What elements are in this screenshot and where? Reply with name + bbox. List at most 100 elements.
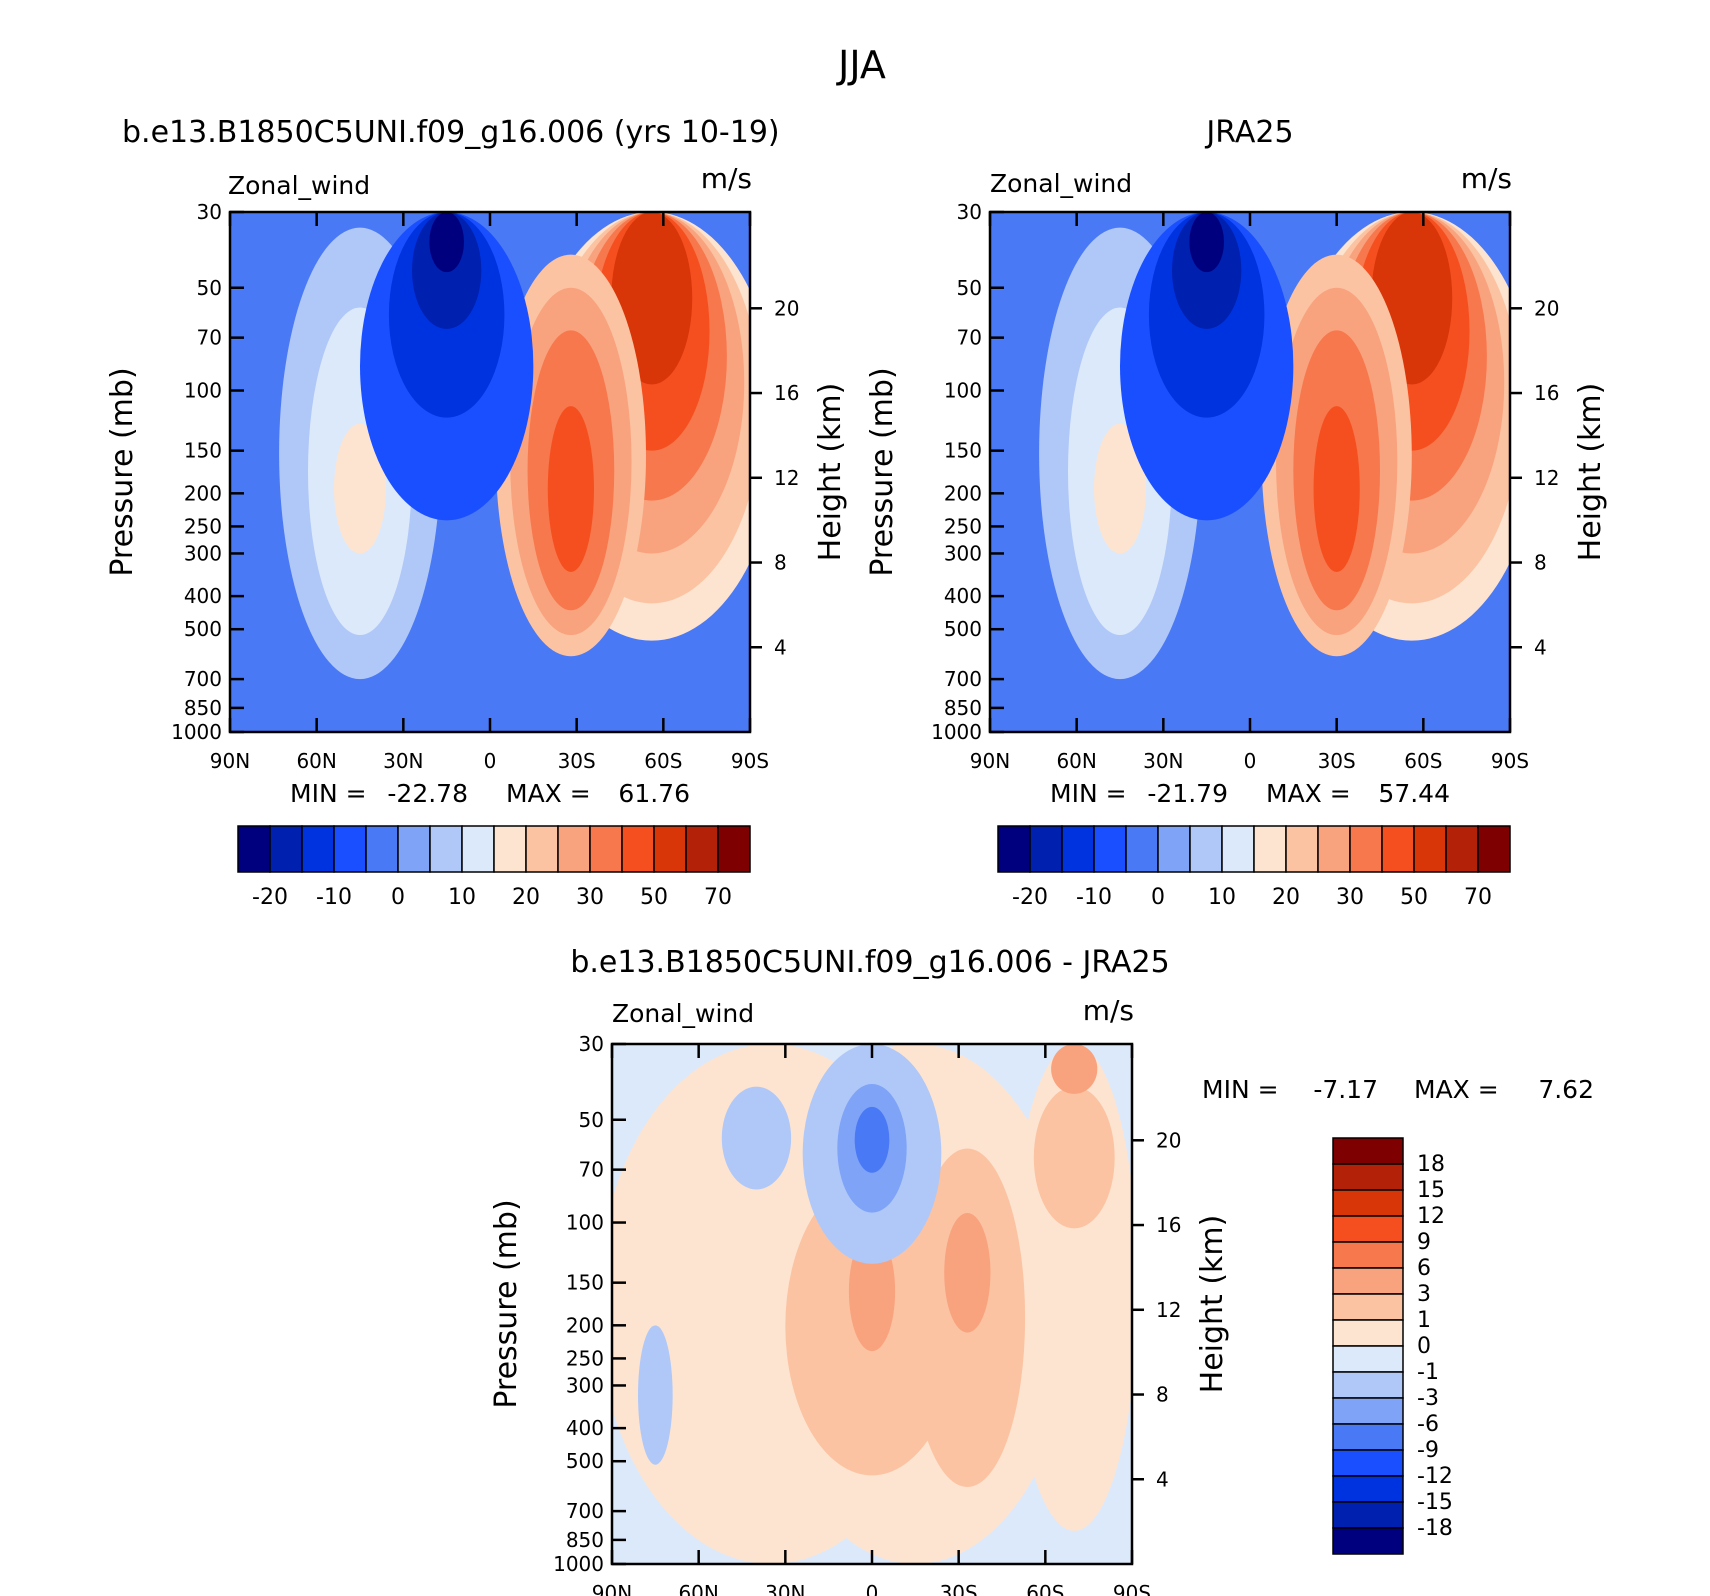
colorbar-swatch	[557, 825, 591, 873]
x-tick-label: 30S	[940, 1581, 978, 1596]
y-axis-right: 20 16 12 8 4 Height (km)	[750, 296, 848, 659]
y-tick-label: 400	[184, 584, 222, 608]
y-tick-label: 850	[184, 696, 222, 720]
colorbar-swatch	[1332, 1527, 1404, 1555]
panel-title: JRA25	[1204, 115, 1293, 150]
x-tick-label: 90N	[592, 1581, 632, 1596]
x-tick-label: 30N	[765, 1581, 805, 1596]
y-axis-right: 20 16 12 8 4 Height (km)	[1132, 1128, 1230, 1491]
contour-northern-westerly	[334, 423, 386, 554]
contour-easterly	[1189, 212, 1224, 273]
y-tick-label: 200	[566, 1313, 604, 1337]
x-tick-label: 60S	[1404, 749, 1442, 773]
y2-tick-label: 16	[1534, 381, 1559, 405]
colorbar-swatch	[269, 825, 303, 873]
min-value: -22.78	[387, 779, 468, 808]
x-axis: 90N 60N 30N 0 30S 60S 90S	[970, 212, 1529, 773]
y2-tick-label: 16	[774, 381, 799, 405]
y-tick-label: 100	[944, 379, 982, 403]
colorbar-swatch	[1093, 825, 1127, 873]
y2-axis-label: Height (km)	[1195, 1215, 1230, 1394]
colorbar: -20 -10 0 10 20 30 50 70	[997, 825, 1511, 910]
figure-title: JJA	[836, 43, 886, 87]
colorbar-swatch	[1332, 1345, 1404, 1373]
colorbar-label: -20	[252, 885, 288, 910]
plot-area	[988, 210, 1512, 734]
contour-northern-westerly	[1094, 423, 1146, 554]
colorbar-label: -10	[316, 885, 352, 910]
colorbar-label: -20	[1012, 885, 1048, 910]
colorbar-swatch	[1477, 825, 1511, 873]
max-label: MAX =	[1414, 1075, 1499, 1104]
colorbar-swatch	[653, 825, 687, 873]
colorbar: -20 -10 0 10 20 30 50 70	[237, 825, 751, 910]
colorbar-label: 20	[512, 885, 540, 910]
panel-difference: b.e13.B1850C5UNI.f09_g16.006 - JRA25 Zon…	[489, 945, 1594, 1596]
y-tick-label: 50	[957, 276, 982, 300]
colorbar-label: 10	[1208, 885, 1236, 910]
y2-tick-label: 16	[1156, 1213, 1181, 1237]
y-axis-right: 20 16 12 8 4 Height (km)	[1510, 296, 1608, 659]
panel-reanalysis: JRA25 Zonal_wind m/s 3050701001502002503…	[865, 115, 1608, 910]
y-tick-label: 70	[197, 326, 222, 350]
colorbar-swatch	[1332, 1137, 1404, 1165]
stats-text: MIN = -21.79 MAX = 57.44	[1050, 779, 1450, 808]
colorbar-swatch	[621, 825, 655, 873]
colorbar-swatch	[1157, 825, 1191, 873]
y-axis-label: Pressure (mb)	[105, 367, 140, 576]
colorbar-label: 12	[1417, 1204, 1445, 1229]
colorbar-swatch	[1221, 825, 1255, 873]
colorbar-label: -18	[1417, 1516, 1453, 1541]
colorbar-label: 18	[1417, 1152, 1445, 1177]
y-tick-label: 1000	[931, 720, 982, 744]
y-tick-label: 250	[566, 1346, 604, 1370]
colorbar-swatch	[997, 825, 1031, 873]
min-value: -7.17	[1313, 1075, 1378, 1104]
colorbar-swatch	[1332, 1241, 1404, 1269]
colorbar-swatch	[461, 825, 495, 873]
stats-text: MIN = -22.78 MAX = 61.76	[290, 779, 690, 808]
colorbar-label: 70	[1464, 885, 1492, 910]
colorbar-label: 50	[640, 885, 668, 910]
y-tick-label: 100	[184, 379, 222, 403]
y-tick-label: 30	[197, 200, 222, 224]
y-tick-label: 150	[944, 439, 982, 463]
variable-label: Zonal_wind	[612, 999, 754, 1028]
y-tick-label: 30	[579, 1032, 604, 1056]
y2-tick-label: 4	[1534, 635, 1547, 659]
contour-subtropical-jet	[1313, 406, 1360, 573]
y-tick-label: 70	[957, 326, 982, 350]
colorbar-swatch	[1332, 1423, 1404, 1451]
colorbar-swatch	[1332, 1475, 1404, 1503]
colorbar-label: 70	[704, 885, 732, 910]
colorbar-label: -15	[1417, 1490, 1453, 1515]
panel-title: b.e13.B1850C5UNI.f09_g16.006 - JRA25	[570, 945, 1169, 980]
y-tick-label: 500	[566, 1449, 604, 1473]
x-tick-label: 90S	[731, 749, 769, 773]
colorbar-swatch	[1061, 825, 1095, 873]
y-tick-label: 50	[579, 1108, 604, 1132]
colorbar-swatch	[365, 825, 399, 873]
colorbar-swatch	[1332, 1449, 1404, 1477]
colorbar-swatch	[1381, 825, 1415, 873]
colorbar-label: 10	[448, 885, 476, 910]
min-value: -21.79	[1147, 779, 1228, 808]
colorbar-label: 3	[1417, 1282, 1431, 1307]
y-tick-label: 250	[944, 514, 982, 538]
colorbar-label: 50	[1400, 885, 1428, 910]
contour-positive-max	[1051, 1044, 1098, 1094]
y2-axis-label: Height (km)	[813, 383, 848, 562]
units-label: m/s	[1461, 162, 1512, 195]
y-axis-label: Pressure (mb)	[489, 1199, 524, 1408]
y-tick-label: 200	[184, 481, 222, 505]
y-tick-label: 700	[566, 1499, 604, 1523]
y2-tick-label: 12	[1156, 1298, 1181, 1322]
y2-tick-label: 20	[1534, 296, 1559, 320]
contour-negative-min	[854, 1106, 890, 1173]
y-tick-label: 400	[944, 584, 982, 608]
x-tick-label: 30S	[558, 749, 596, 773]
